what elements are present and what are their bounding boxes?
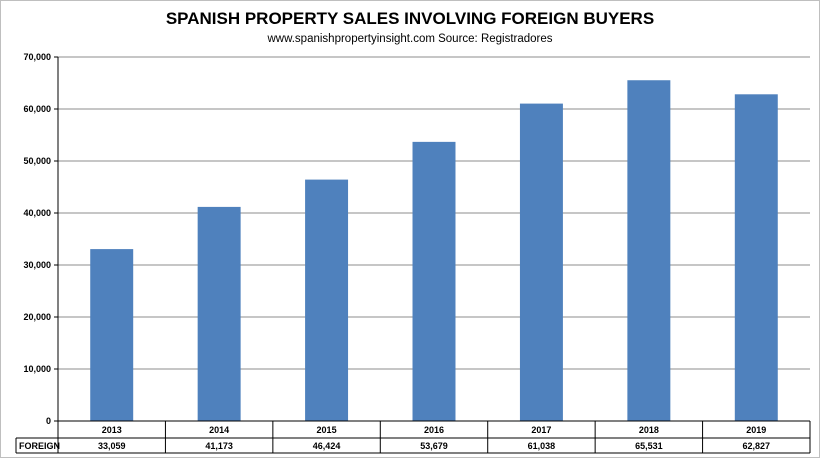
data-value-label: 53,679 xyxy=(420,441,448,451)
y-tick-label: 0 xyxy=(46,416,51,426)
y-axis: 0 10,000 20,000 30,000 40,000 50,000 60,000 70,… xyxy=(23,52,59,426)
bar-2017 xyxy=(519,103,563,421)
x-tick-label: 2019 xyxy=(746,425,766,435)
x-tick-label: 2017 xyxy=(531,425,551,435)
data-value-label: 61,038 xyxy=(528,441,556,451)
y-tick-label: 20,000 xyxy=(23,312,51,322)
y-tick-label: 10,000 xyxy=(23,364,51,374)
data-table: 2013 33,059 2014 41,173 2015 46,424 2016 53,679… xyxy=(15,420,811,454)
y-tick-label: 40,000 xyxy=(23,208,51,218)
bar-2013 xyxy=(90,249,134,421)
bars xyxy=(90,80,778,422)
y-tick-label: 60,000 xyxy=(23,104,51,114)
x-tick-label: 2014 xyxy=(209,425,229,435)
data-value-label: 33,059 xyxy=(98,441,126,451)
x-tick-label: 2016 xyxy=(424,425,444,435)
chart-title: SPANISH PROPERTY SALES INVOLVING FOREIGN… xyxy=(166,9,654,28)
x-tick-label: 2013 xyxy=(102,425,122,435)
bar-2018 xyxy=(627,80,671,421)
series-name-label: FOREIGN xyxy=(19,441,60,451)
data-value-label: 65,531 xyxy=(635,441,663,451)
y-tick-label: 30,000 xyxy=(23,260,51,270)
x-tick-label: 2018 xyxy=(639,425,659,435)
bar-2016 xyxy=(412,141,456,421)
bar-2015 xyxy=(305,179,349,421)
bar-2014 xyxy=(197,206,241,421)
data-value-label: 41,173 xyxy=(205,441,233,451)
x-tick-label: 2015 xyxy=(317,425,337,435)
data-value-label: 46,424 xyxy=(313,441,341,451)
chart-subtitle: www.spanishpropertyinsight.com Source: R… xyxy=(266,33,552,45)
y-tick-label: 70,000 xyxy=(23,52,51,62)
data-value-label: 62,827 xyxy=(743,441,771,451)
y-tick-label: 50,000 xyxy=(23,156,51,166)
bar-2019 xyxy=(734,94,778,422)
